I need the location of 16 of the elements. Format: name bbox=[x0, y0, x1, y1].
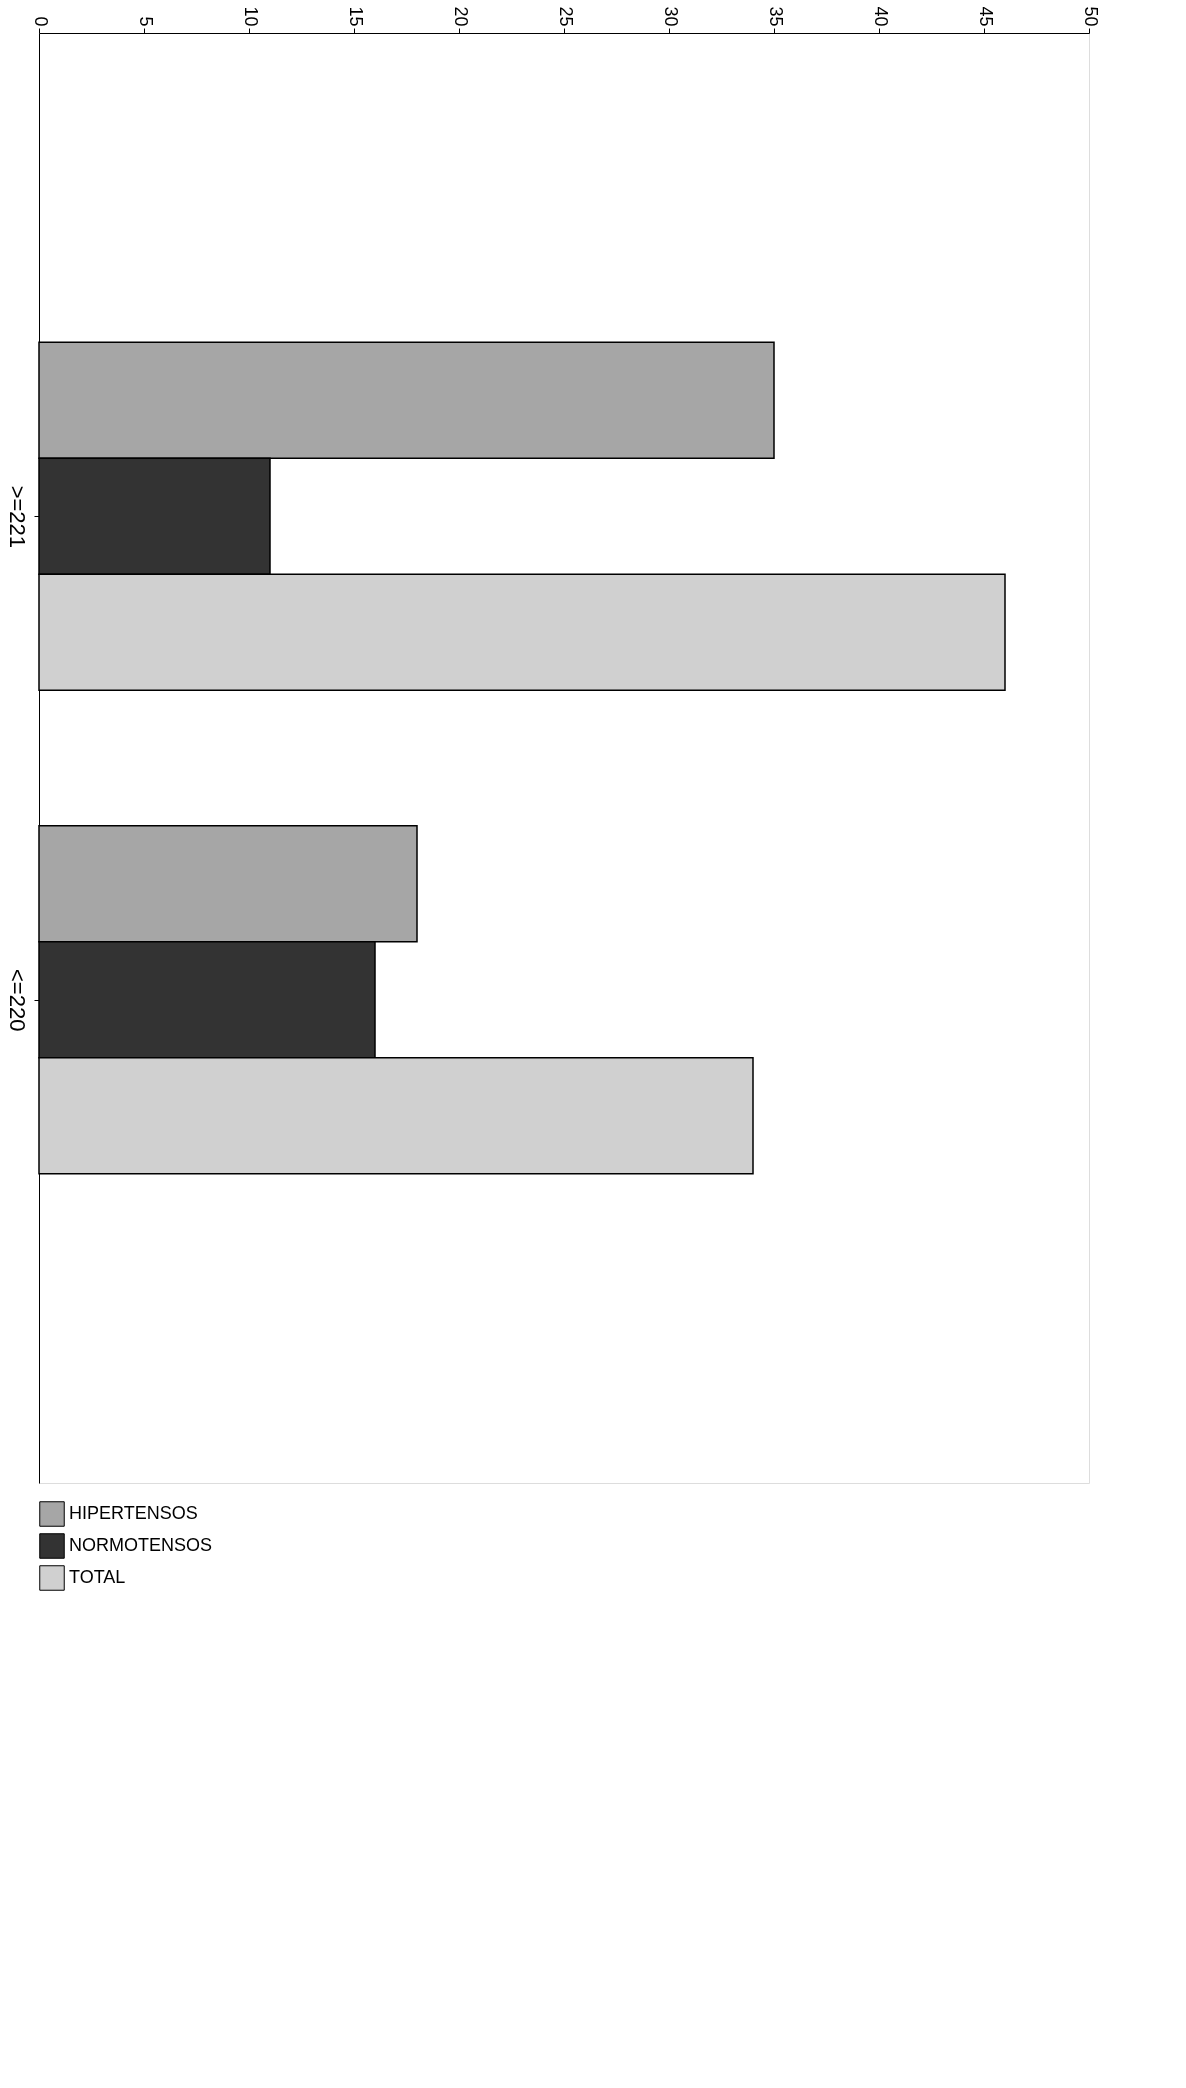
x-tick-label: 25 bbox=[555, 6, 576, 27]
legend-label: NORMOTENSOS bbox=[69, 1535, 213, 1555]
x-tick-label: 30 bbox=[660, 6, 681, 27]
x-tick-label: 20 bbox=[450, 6, 471, 27]
x-tick-label: 40 bbox=[870, 6, 891, 27]
legend-label: TOTAL bbox=[69, 1567, 126, 1587]
x-tick-label: 45 bbox=[975, 6, 996, 27]
y-tick-label: <=220 bbox=[4, 968, 30, 1032]
x-tick-label: 5 bbox=[135, 16, 156, 27]
x-tick-label: 10 bbox=[240, 6, 261, 27]
x-tick-label: 50 bbox=[1080, 6, 1101, 27]
legend-label: HIPERTENSOS bbox=[69, 1503, 198, 1523]
x-tick-label: 15 bbox=[345, 6, 366, 27]
x-tick-label: 0 bbox=[30, 16, 51, 27]
y-tick-label: >=221 bbox=[4, 485, 30, 549]
x-tick-label: 35 bbox=[765, 6, 786, 27]
